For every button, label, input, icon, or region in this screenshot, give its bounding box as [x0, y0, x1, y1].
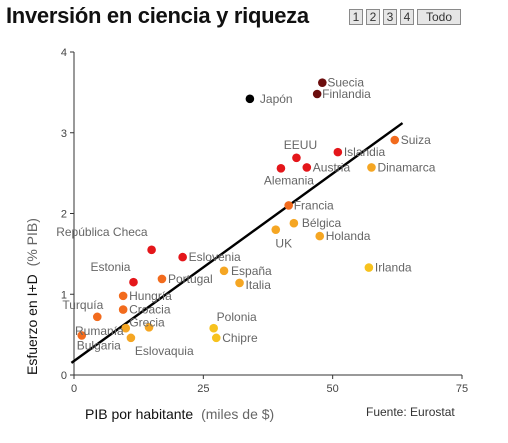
y-tick-label: 3: [61, 128, 67, 140]
point-eslovaquia: [126, 333, 136, 343]
y-tick-label: 2: [61, 209, 67, 221]
point-finlandia: [312, 89, 322, 99]
point-label-hungria: Hungría: [129, 289, 172, 303]
point-turquia: [92, 312, 102, 322]
point-alemania: [276, 163, 286, 173]
point-italia: [235, 278, 244, 288]
point-espana: [219, 266, 229, 276]
point-bulgaria: [77, 331, 87, 340]
point-hungria: [118, 291, 128, 301]
point-irlanda: [364, 263, 374, 272]
x-axis-title: PIB por habitante (miles de $): [85, 406, 274, 422]
page-button-2[interactable]: 2: [366, 9, 380, 25]
point-label-portugal: Portugal: [168, 272, 213, 286]
point-label-italia: Italia: [246, 278, 272, 292]
point-label-japon: Japón: [260, 92, 293, 106]
point-eslovenia: [178, 252, 187, 262]
point-label-bulgaria: Bulgaria: [77, 338, 121, 352]
point-francia: [284, 201, 293, 210]
point-label-polonia: Polonia: [217, 310, 257, 324]
point-grecia: [144, 323, 154, 332]
page-button-1[interactable]: 1: [349, 9, 363, 25]
point-label-chipre: Chipre: [222, 331, 258, 345]
point-label-uk: UK: [275, 237, 292, 251]
point-belgica: [289, 218, 299, 228]
point-rumania: [121, 323, 131, 333]
page-button-4[interactable]: 4: [400, 9, 414, 25]
source-note: Fuente: Eurostat: [366, 405, 455, 419]
point-estonia: [129, 277, 138, 287]
x-tick-label: 50: [327, 383, 339, 395]
point-label-estonia: Estonia: [90, 260, 130, 274]
point-label-eeuu: EEUU: [284, 138, 317, 152]
point-polonia: [209, 323, 218, 333]
point-label-suiza: Suiza: [401, 133, 431, 147]
point-dinamarca: [367, 163, 376, 172]
point-label-eslovenia: Eslovenia: [189, 250, 241, 264]
point-label-grecia: Grecia: [129, 315, 165, 329]
point-label-francia: Francia: [294, 198, 334, 212]
x-tick-label: 75: [456, 383, 468, 395]
chart-title: Inversión en ciencia y riqueza: [6, 3, 309, 28]
point-japon: [245, 94, 255, 104]
point-label-croacia: Croacia: [129, 303, 171, 317]
x-axis-unit: (miles de $): [201, 406, 274, 422]
point-label-alemania: Alemania: [264, 173, 314, 187]
point-portugal: [157, 274, 167, 284]
point-croacia: [118, 305, 128, 314]
point-eeuu: [292, 153, 301, 163]
point-label-rumania: Rumanía: [75, 324, 124, 338]
x-tick-label: 25: [197, 383, 209, 395]
point-austria: [302, 163, 312, 172]
y-axis-label: Esfuerzo en I+D: [24, 274, 40, 375]
point-label-holanda: Holanda: [326, 229, 371, 243]
point-suiza: [390, 135, 400, 145]
point-label-irlanda: Irlanda: [375, 261, 412, 275]
point-label-turquia: Turquía: [62, 298, 103, 312]
y-axis-title: Esfuerzo en I+D (% PIB): [24, 218, 40, 375]
all-pages-button[interactable]: Todo: [417, 9, 461, 25]
point-chipre: [211, 333, 221, 343]
point-label-dinamarca: Dinamarca: [377, 160, 435, 174]
point-label-austria: Austria: [313, 160, 351, 174]
x-tick-label: 0: [71, 383, 77, 395]
page-button-3[interactable]: 3: [383, 9, 397, 25]
point-label-eslovaquia: Eslovaquia: [135, 344, 194, 358]
y-axis-unit: (% PIB): [24, 218, 40, 266]
x-axis-label: PIB por habitante: [85, 406, 193, 422]
point-uk: [271, 225, 281, 234]
point-label-republica-checa: República Checa: [56, 225, 148, 239]
point-label-islandia: Islandia: [344, 145, 386, 159]
point-label-suecia: Suecia: [327, 76, 364, 90]
point-suecia: [318, 78, 327, 87]
point-holanda: [315, 231, 325, 241]
point-islandia: [333, 147, 343, 157]
point-republica-checa: [147, 245, 156, 255]
point-label-belgica: Bélgica: [302, 216, 342, 230]
page-selector: 1 2 3 4 Todo: [349, 9, 461, 25]
point-label-espana: España: [231, 264, 272, 278]
y-tick-label: 1: [61, 289, 67, 301]
trend-line: [70, 122, 404, 364]
y-tick-label: 0: [61, 370, 67, 382]
point-label-finlandia: Finlandia: [322, 87, 371, 101]
y-tick-label: 4: [61, 47, 67, 59]
